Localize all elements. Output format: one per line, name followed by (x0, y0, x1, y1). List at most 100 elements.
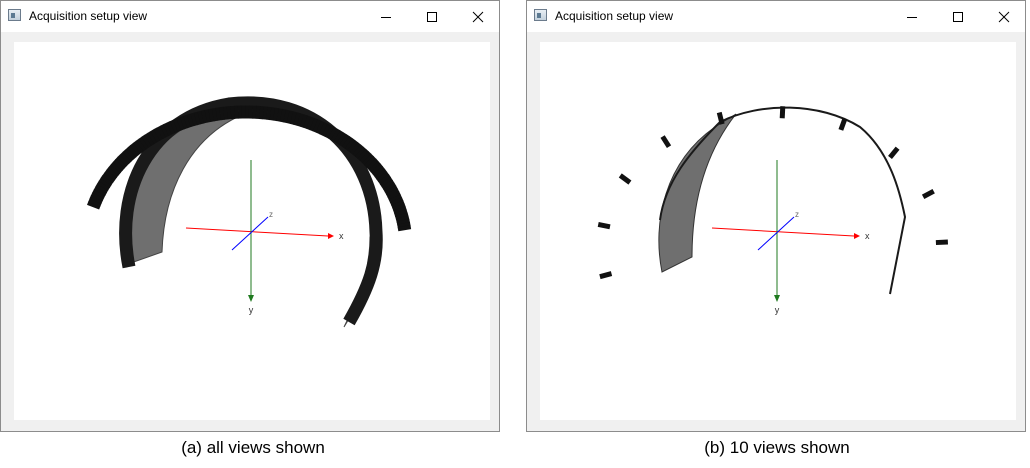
detector-module (252, 105, 257, 119)
detector-module (392, 203, 406, 212)
detector-module (226, 106, 232, 120)
maximize-button[interactable] (935, 1, 981, 32)
detector-module (378, 174, 392, 185)
detector-array-all (87, 105, 412, 232)
detector-module (147, 130, 158, 145)
detector-module (361, 153, 374, 166)
app-window-icon (8, 9, 21, 21)
detector-module (119, 151, 132, 164)
close-button[interactable] (455, 1, 501, 32)
detector-module (388, 194, 403, 204)
detector-module (386, 188, 400, 198)
detector-module (190, 112, 198, 127)
detector-module (89, 195, 103, 204)
detector-module (321, 123, 332, 138)
y-arrow (774, 295, 780, 302)
title-bar[interactable]: Acquisition setup view (527, 1, 1025, 32)
detector-module (341, 136, 353, 149)
detector-module (303, 115, 312, 129)
detector-module (245, 105, 250, 119)
detector-module (599, 271, 613, 280)
window-10-views: Acquisition setup view x y z (526, 0, 1026, 432)
detector-module (396, 218, 411, 226)
detector-module (370, 163, 384, 175)
detector-module (381, 179, 395, 190)
detector-module (179, 115, 188, 130)
window-all-views: Acquisition setup view x y (0, 0, 500, 432)
detector-module (173, 118, 182, 132)
title-bar[interactable]: Acquisition setup view (1, 1, 499, 32)
x-axis (711, 227, 855, 237)
caption-b: (b) 10 views shown (704, 438, 850, 457)
detector-module (96, 180, 111, 191)
detector-module (163, 122, 173, 137)
detector-module (888, 146, 900, 160)
detector-module (716, 111, 725, 125)
z-label: z (269, 210, 273, 219)
detector-module (144, 132, 155, 146)
detector-module (336, 132, 347, 146)
detector-module (230, 105, 236, 120)
detector-module (127, 144, 139, 158)
detector-module (259, 106, 265, 120)
x-label: x (339, 231, 344, 241)
x-label: x (865, 231, 870, 241)
detector-module (122, 149, 135, 162)
3d-viewport[interactable]: x y z (14, 42, 490, 420)
detector-module (92, 189, 106, 199)
maximize-button[interactable] (409, 1, 455, 32)
minimize-button[interactable] (889, 1, 935, 32)
caption-a: (a) all views shown (181, 438, 325, 457)
detector-module (357, 148, 369, 162)
detector-module (276, 108, 283, 122)
detector-module (87, 201, 101, 210)
detector-module (110, 161, 124, 174)
detector-module (115, 156, 128, 169)
minimize-button[interactable] (363, 1, 409, 32)
detector-module (597, 221, 611, 230)
detector-module (394, 209, 408, 218)
detector-module (352, 144, 364, 157)
detector-array-10 (597, 106, 949, 280)
detector-module (299, 114, 308, 128)
detector-module (376, 171, 390, 183)
detector-module (169, 119, 179, 134)
z-axis (231, 216, 269, 251)
detector-module (779, 106, 786, 119)
detector-module (374, 168, 388, 180)
detector-module (391, 200, 405, 209)
close-button[interactable] (981, 1, 1027, 32)
x-arrow (854, 233, 860, 239)
detector-path (659, 106, 907, 295)
window-title: Acquisition setup view (29, 9, 148, 23)
minimize-icon (907, 16, 917, 18)
detector-module (283, 109, 290, 124)
window-title: Acquisition setup view (555, 9, 674, 23)
detector-module (166, 121, 176, 135)
detector-module (397, 225, 412, 232)
maximize-icon (953, 11, 963, 22)
detector-module (384, 185, 398, 196)
detector-module (279, 108, 287, 123)
detector-module (383, 182, 397, 193)
close-icon (998, 11, 1010, 22)
detector-module (176, 117, 185, 131)
detector-module (296, 113, 305, 127)
acquisition-scene[interactable]: x y z (14, 42, 490, 420)
axes-gizmo: x y z (185, 160, 344, 315)
detector-module (150, 129, 161, 143)
detector-module (237, 105, 243, 119)
detector-module (112, 159, 126, 171)
source-track (658, 113, 737, 273)
acquisition-scene[interactable]: x y z (540, 42, 1016, 420)
detector-module (312, 119, 322, 133)
detector-module (193, 111, 202, 126)
detector-module (272, 107, 280, 122)
detector-module (293, 112, 301, 126)
detector-module (100, 174, 114, 186)
detector-module (286, 110, 294, 124)
detector-module (95, 183, 109, 194)
detector-module (393, 206, 407, 215)
app-window-icon (534, 9, 547, 21)
3d-viewport[interactable]: x y z (540, 42, 1016, 420)
